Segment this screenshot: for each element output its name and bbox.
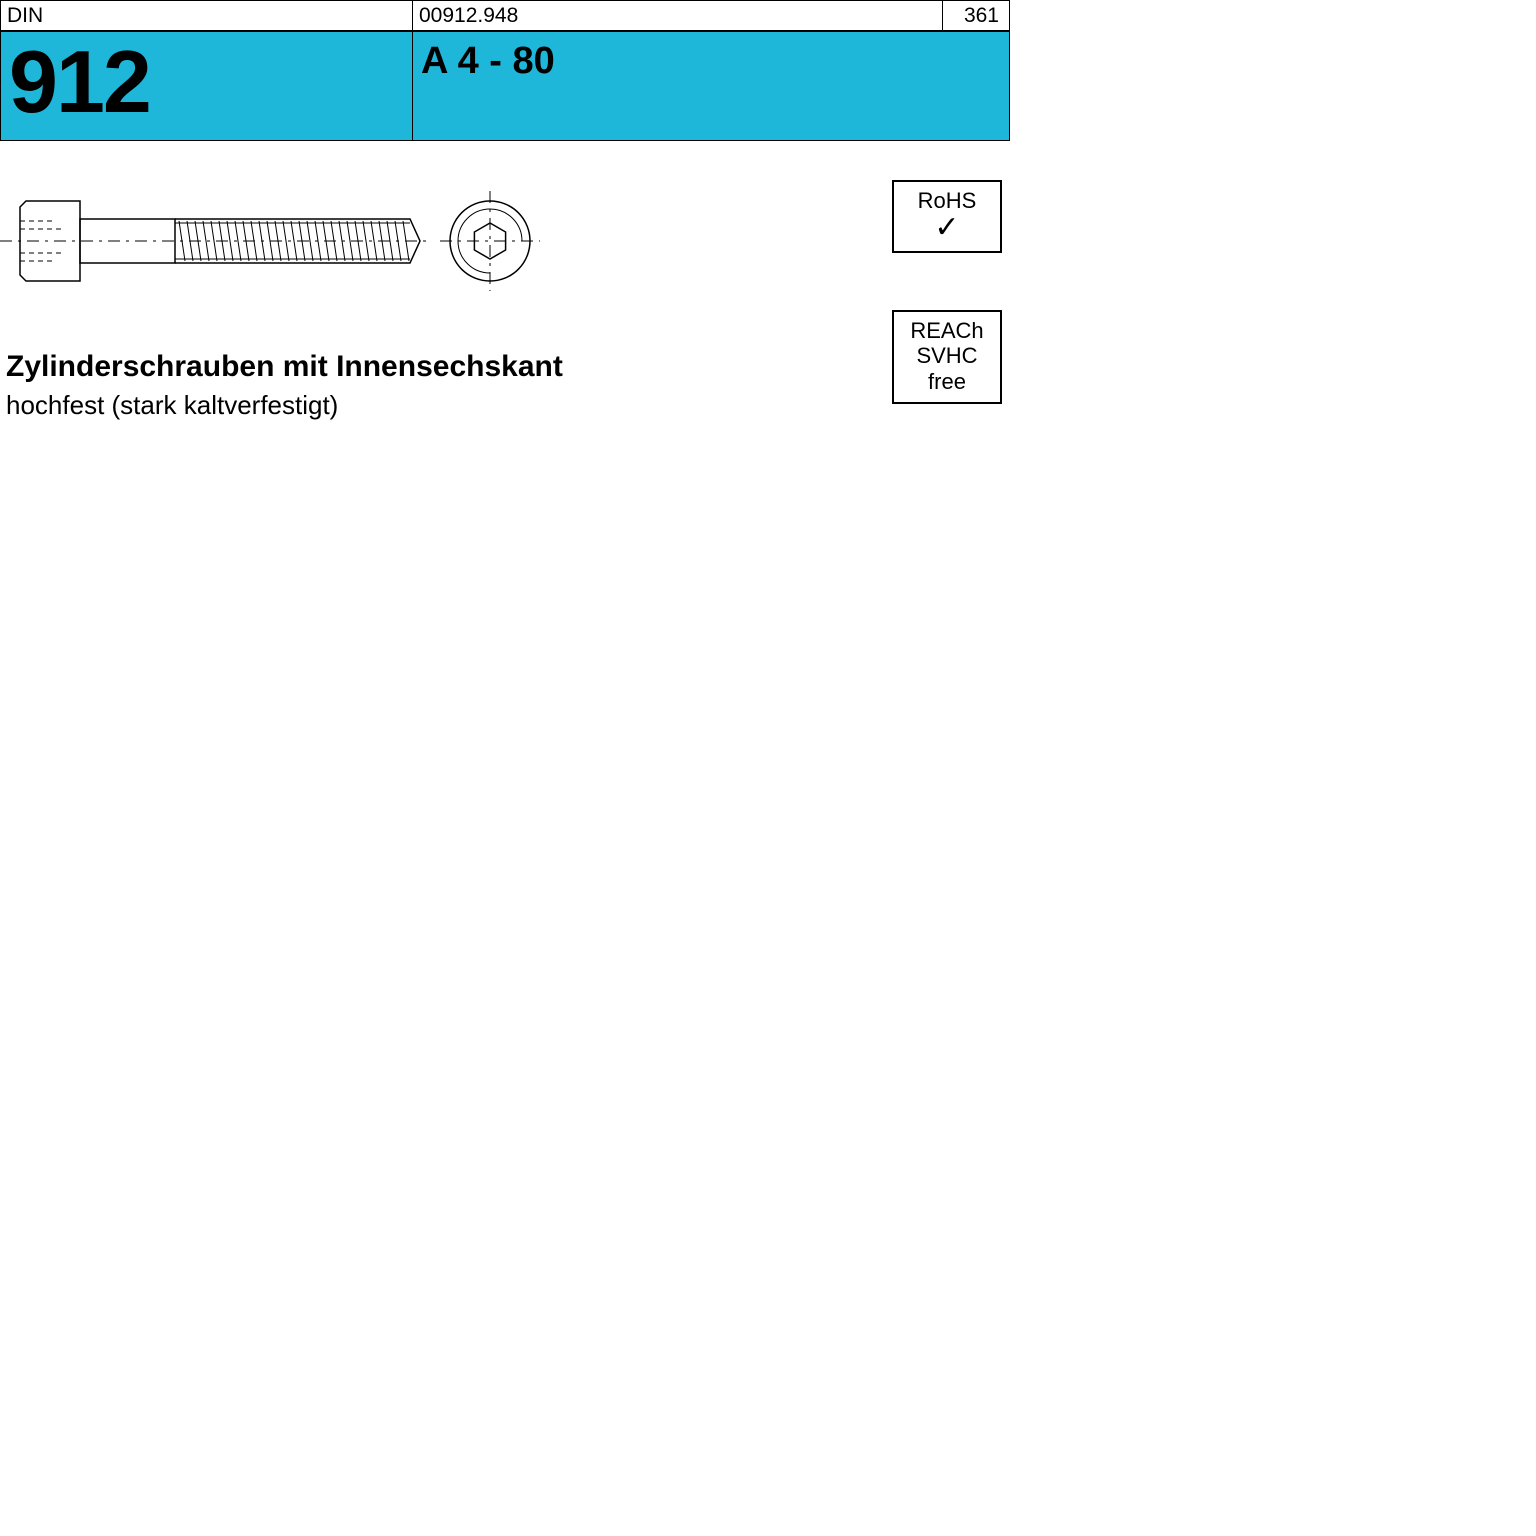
header-row: DIN 00912.948 361 (0, 0, 1010, 32)
rohs-badge: RoHS ✓ (892, 180, 1002, 253)
material-grade: A 4 - 80 (413, 32, 1010, 140)
reach-label-1: REACh (898, 318, 996, 343)
main-row: 912 A 4 - 80 (0, 32, 1010, 141)
product-subtitle: hochfest (stark kaltverfestigt) (6, 390, 726, 421)
page-number: 361 (943, 1, 1010, 30)
description: Zylinderschrauben mit Innensechskant hoc… (6, 350, 726, 421)
technical-drawing (0, 171, 1010, 311)
reach-label-3: free (898, 369, 996, 394)
din-number: 912 (0, 32, 413, 140)
standard-label: DIN (0, 1, 413, 30)
product-code: 00912.948 (413, 1, 943, 30)
rohs-label: RoHS (898, 188, 996, 213)
reach-badge: REACh SVHC free (892, 310, 1002, 404)
screw-diagram (0, 171, 560, 311)
check-icon: ✓ (898, 213, 996, 243)
reach-label-2: SVHC (898, 343, 996, 368)
product-title: Zylinderschrauben mit Innensechskant (6, 350, 726, 384)
